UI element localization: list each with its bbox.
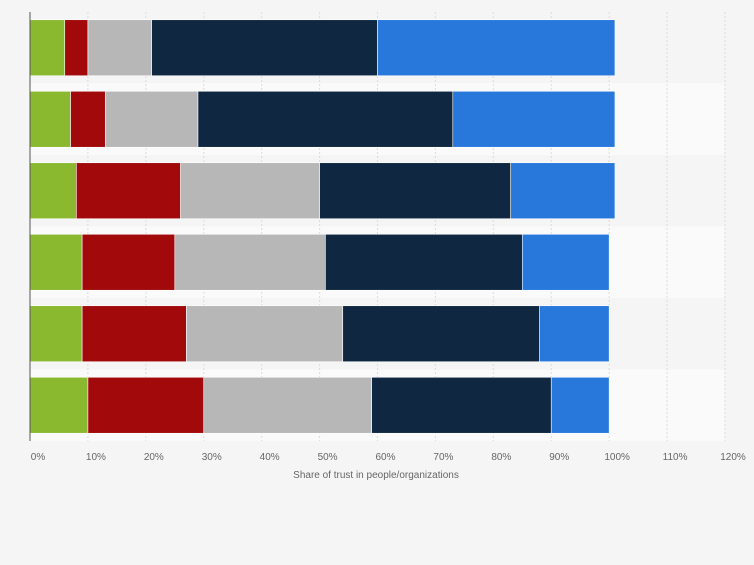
bar-segment-series-2 <box>81 305 187 363</box>
bar-segment-series-1 <box>29 376 89 434</box>
x-axis-title: Share of trust in people/organizations <box>293 470 459 481</box>
x-tick-label: 60% <box>375 452 395 463</box>
bar-segment-series-4 <box>197 90 454 148</box>
x-tick-label: 0% <box>31 452 46 463</box>
bar-segment-series-3 <box>104 90 199 148</box>
x-tick-label: 30% <box>202 452 222 463</box>
bar-segment-series-5 <box>377 19 616 77</box>
x-tick-label: 20% <box>144 452 164 463</box>
x-tick-label: 90% <box>549 452 569 463</box>
bar-segment-series-1 <box>29 233 83 291</box>
bar-segment-series-1 <box>29 19 66 77</box>
bar-segment-series-3 <box>174 233 326 291</box>
x-tick-label: 120% <box>720 452 746 463</box>
x-tick-label: 40% <box>260 452 280 463</box>
bar-segment-series-2 <box>87 376 205 434</box>
x-tick-label: 80% <box>491 452 511 463</box>
bar-segment-series-2 <box>64 19 89 77</box>
x-tick-label: 10% <box>86 452 106 463</box>
bar-segment-series-1 <box>29 90 71 148</box>
bar-segment-series-4 <box>319 162 512 220</box>
x-tick-label: 70% <box>433 452 453 463</box>
bar-segment-series-5 <box>550 376 610 434</box>
x-tick-label: 110% <box>663 452 688 463</box>
x-tick-label: 100% <box>604 452 630 463</box>
bar-segment-series-3 <box>87 19 152 77</box>
bar-segment-series-5 <box>539 305 610 363</box>
bar-segment-series-5 <box>452 90 616 148</box>
bar-segment-series-4 <box>325 233 523 291</box>
x-tick-label: 50% <box>318 452 338 463</box>
bar-segment-series-3 <box>186 305 344 363</box>
bar-segment-series-2 <box>76 162 181 220</box>
bar-segment-series-4 <box>371 376 552 434</box>
bar-segment-series-2 <box>70 90 106 148</box>
bar-segment-series-4 <box>342 305 540 363</box>
bar-segment-series-3 <box>203 376 373 434</box>
bar-segment-series-1 <box>29 305 83 363</box>
bar-segment-series-1 <box>29 162 77 220</box>
bar-segment-series-5 <box>521 233 610 291</box>
x-tick-labels: 0% 10% 20% 30% 40% 50% 60% 70% 80% 90% 100% 110% 120… <box>31 452 746 463</box>
bar-segment-series-2 <box>81 233 176 291</box>
bars <box>29 19 616 434</box>
bar-segment-series-3 <box>180 162 320 220</box>
bar-segment-series-5 <box>510 162 616 220</box>
bar-segment-series-4 <box>151 19 378 77</box>
